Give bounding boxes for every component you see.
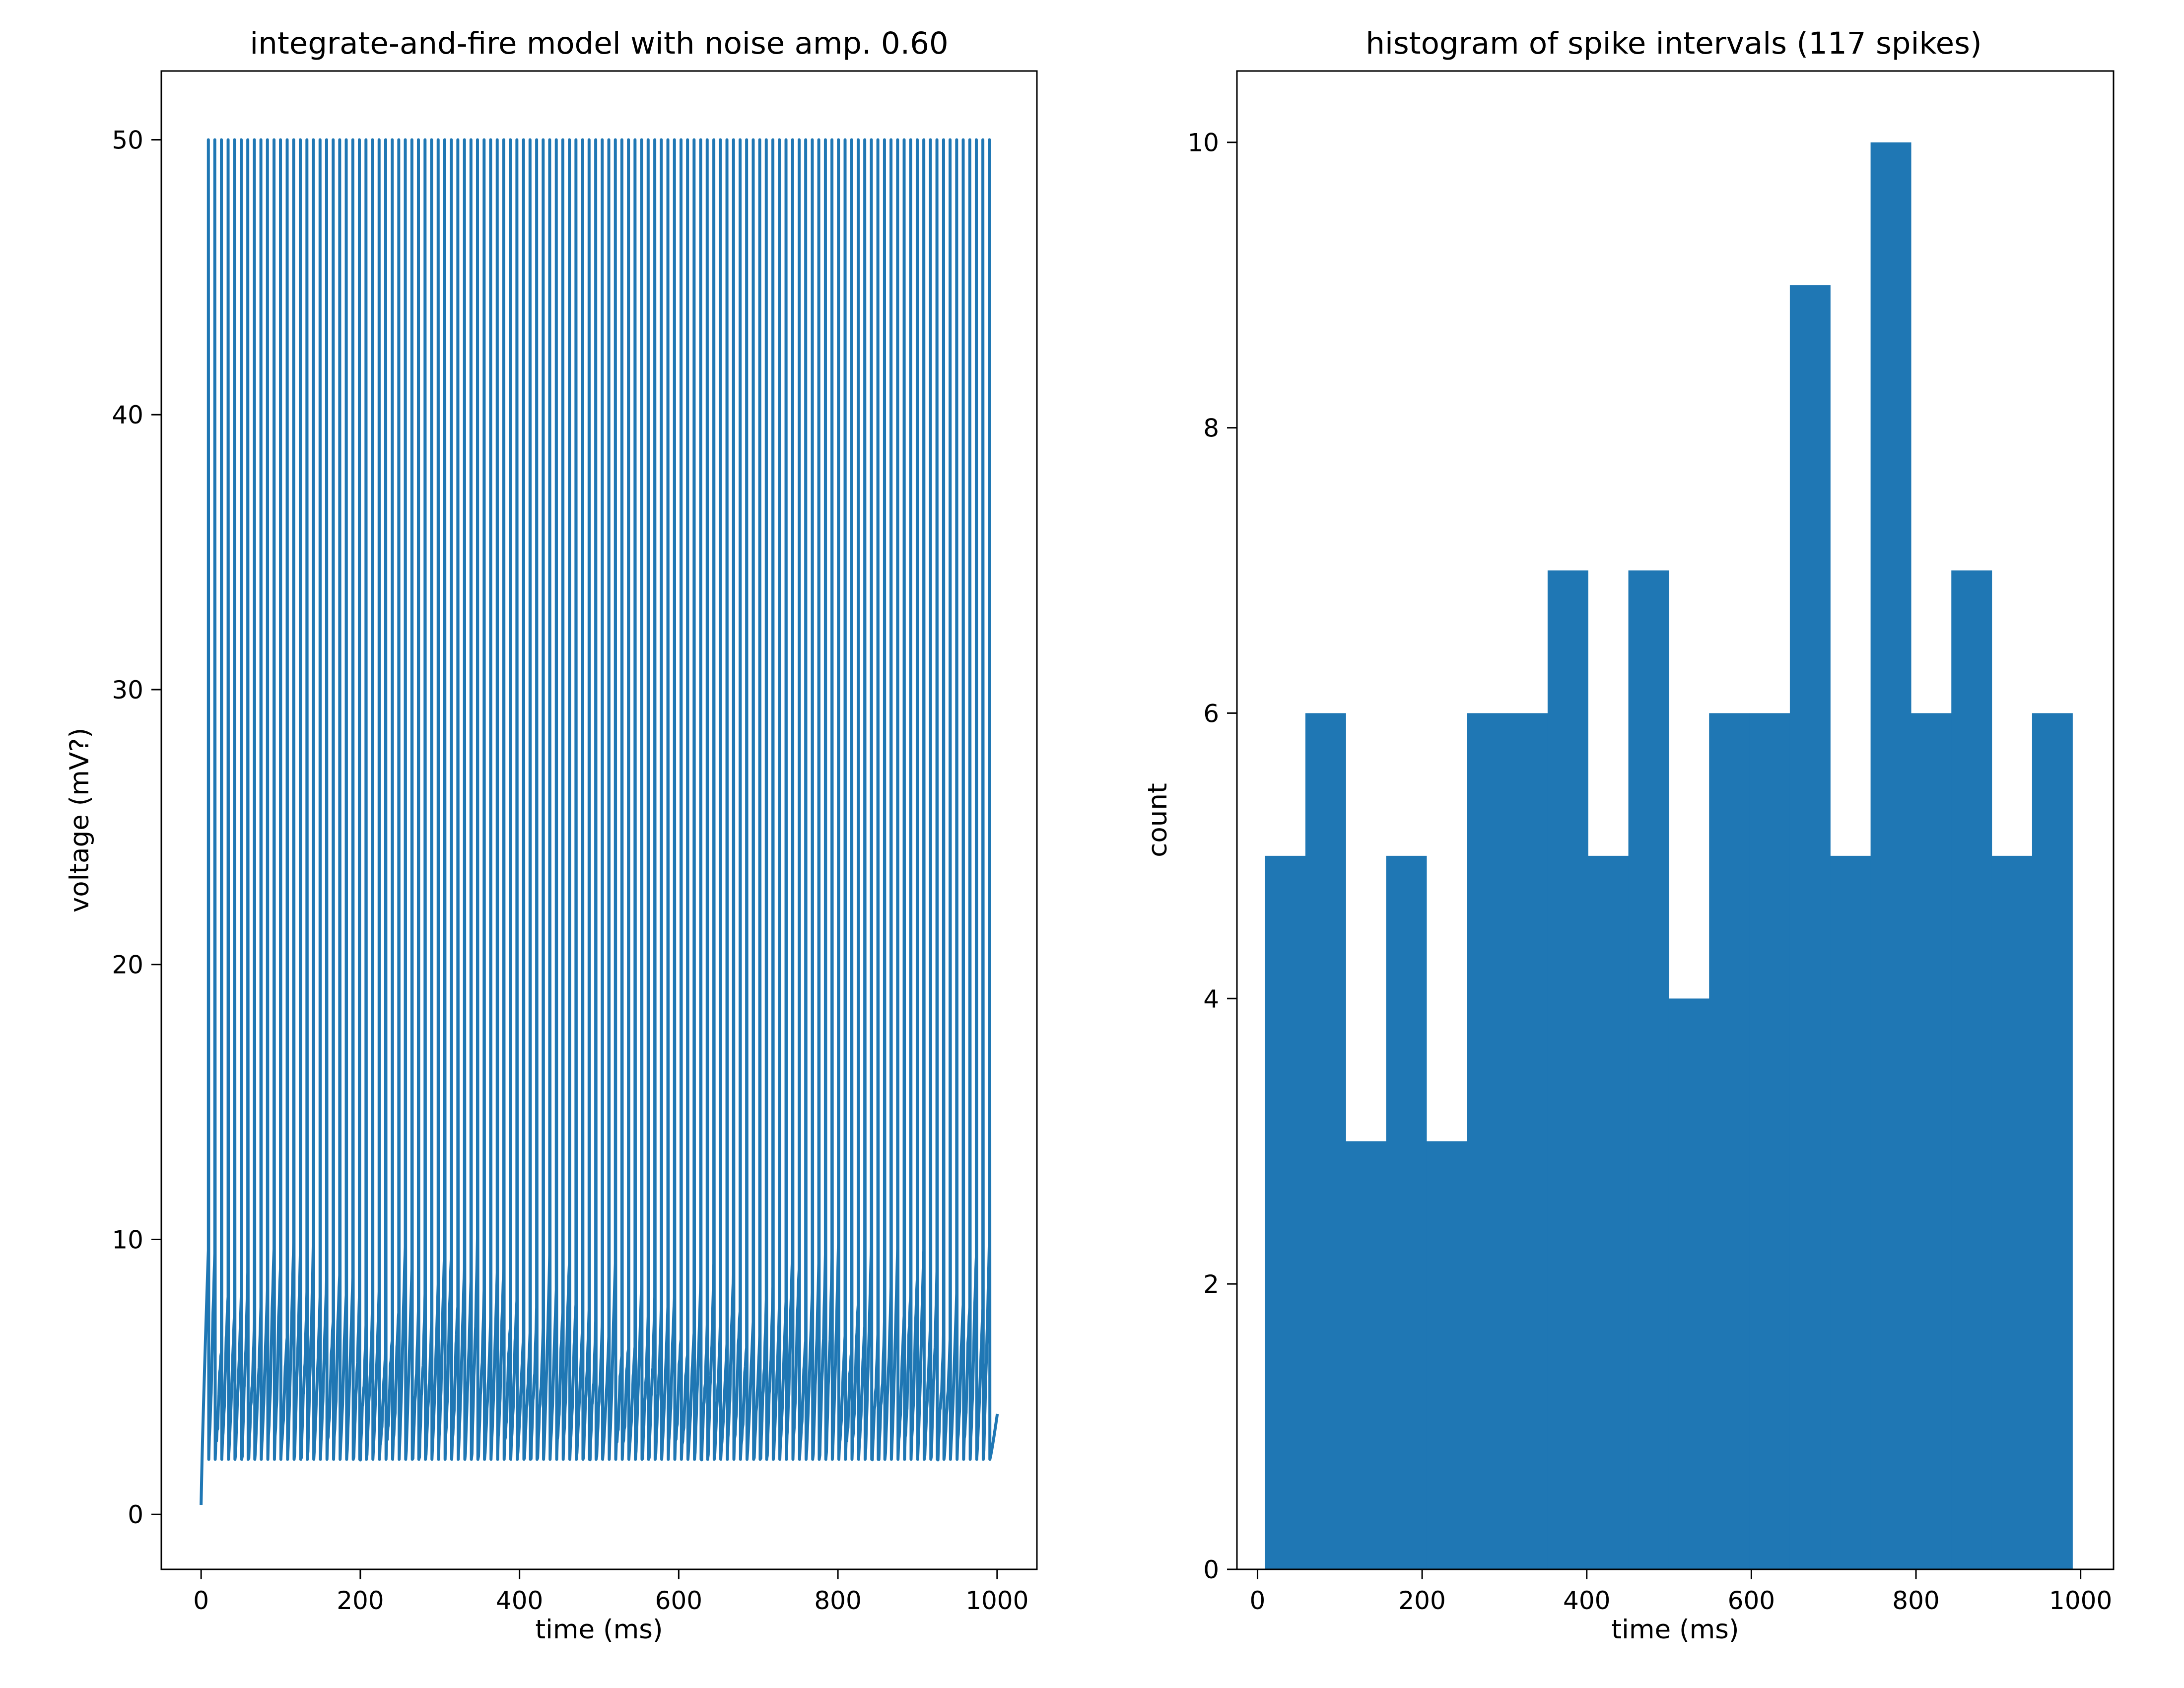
histogram-x-tick-label: 600 xyxy=(1728,1586,1775,1615)
voltage-x-tick-label: 600 xyxy=(655,1586,702,1615)
voltage-plot-area xyxy=(200,138,999,1505)
histogram-y-axis-label: count xyxy=(1143,783,1173,857)
histogram-y-tick-label: 2 xyxy=(1203,1270,1219,1299)
voltage-x-tick-label: 0 xyxy=(193,1586,209,1615)
voltage-y-ticks: 0 10 20 30 40 50 xyxy=(112,126,161,1529)
voltage-x-tick-label: 400 xyxy=(496,1586,543,1615)
histogram-bar xyxy=(1628,570,1669,1569)
histogram-x-tick-label: 800 xyxy=(1892,1586,1939,1615)
interval-histogram-panel: histogram of spike intervals (117 spikes… xyxy=(1143,26,2115,1645)
histogram-bar xyxy=(1588,855,1629,1569)
histogram-y-ticks: 0 2 4 6 8 10 xyxy=(1187,129,1237,1584)
histogram-bar xyxy=(1265,855,1306,1569)
voltage-axes-frame xyxy=(160,70,1038,1570)
histogram-bar xyxy=(1346,1141,1387,1569)
histogram-bar xyxy=(1386,855,1427,1569)
voltage-x-ticks: 0 200 400 600 800 1000 xyxy=(193,1569,1028,1615)
voltage-trace-line xyxy=(200,138,999,1505)
histogram-chart-title: histogram of spike intervals (117 spikes… xyxy=(1365,26,1981,61)
histogram-bar xyxy=(1426,1141,1467,1569)
histogram-bar xyxy=(1911,713,1952,1569)
voltage-x-axis-label: time (ms) xyxy=(535,1615,663,1645)
histogram-y-tick-label: 8 xyxy=(1203,414,1219,443)
voltage-x-tick-label: 800 xyxy=(814,1586,861,1615)
histogram-bar xyxy=(1547,570,1588,1569)
histogram-bar xyxy=(1305,713,1346,1569)
voltage-y-tick-label: 0 xyxy=(128,1500,143,1529)
voltage-x-tick-label: 200 xyxy=(337,1586,384,1615)
voltage-y-tick-label: 50 xyxy=(112,126,143,154)
histogram-bar xyxy=(2032,713,2073,1569)
voltage-y-tick-label: 10 xyxy=(112,1225,143,1254)
voltage-trace-panel: integrate-and-fire model with noise amp.… xyxy=(65,26,1038,1645)
histogram-bar xyxy=(1507,713,1548,1569)
histogram-bar xyxy=(1749,713,1790,1569)
voltage-y-tick-label: 20 xyxy=(112,951,143,980)
histogram-bar xyxy=(1789,285,1831,1569)
histogram-y-tick-label: 6 xyxy=(1203,699,1219,728)
histogram-bar xyxy=(1467,713,1508,1569)
histogram-bar xyxy=(1668,998,1709,1569)
histogram-bar xyxy=(1951,570,1992,1569)
histogram-x-axis-label: time (ms) xyxy=(1611,1615,1739,1645)
histogram-bar xyxy=(1991,855,2033,1569)
histogram-y-tick-label: 0 xyxy=(1203,1555,1219,1584)
histogram-x-tick-label: 1000 xyxy=(2049,1586,2112,1615)
histogram-bar xyxy=(1709,713,1750,1569)
histogram-x-ticks: 0 200 400 600 800 1000 xyxy=(1250,1569,2112,1615)
histogram-x-tick-label: 400 xyxy=(1563,1586,1610,1615)
histogram-y-tick-label: 10 xyxy=(1187,129,1219,157)
histogram-bar xyxy=(1870,142,1911,1570)
voltage-y-tick-label: 40 xyxy=(112,401,143,429)
histogram-plot-area xyxy=(1265,142,2073,1570)
voltage-chart-title: integrate-and-fire model with noise amp.… xyxy=(250,26,948,61)
histogram-x-tick-label: 200 xyxy=(1398,1586,1445,1615)
histogram-x-tick-label: 0 xyxy=(1250,1586,1266,1615)
histogram-y-tick-label: 4 xyxy=(1203,985,1219,1013)
histogram-bar xyxy=(1830,855,1871,1569)
voltage-y-axis-label: voltage (mV?) xyxy=(65,728,95,913)
histogram-axes-frame xyxy=(1236,70,2115,1570)
voltage-x-tick-label: 1000 xyxy=(965,1586,1028,1615)
voltage-y-tick-label: 30 xyxy=(112,676,143,704)
